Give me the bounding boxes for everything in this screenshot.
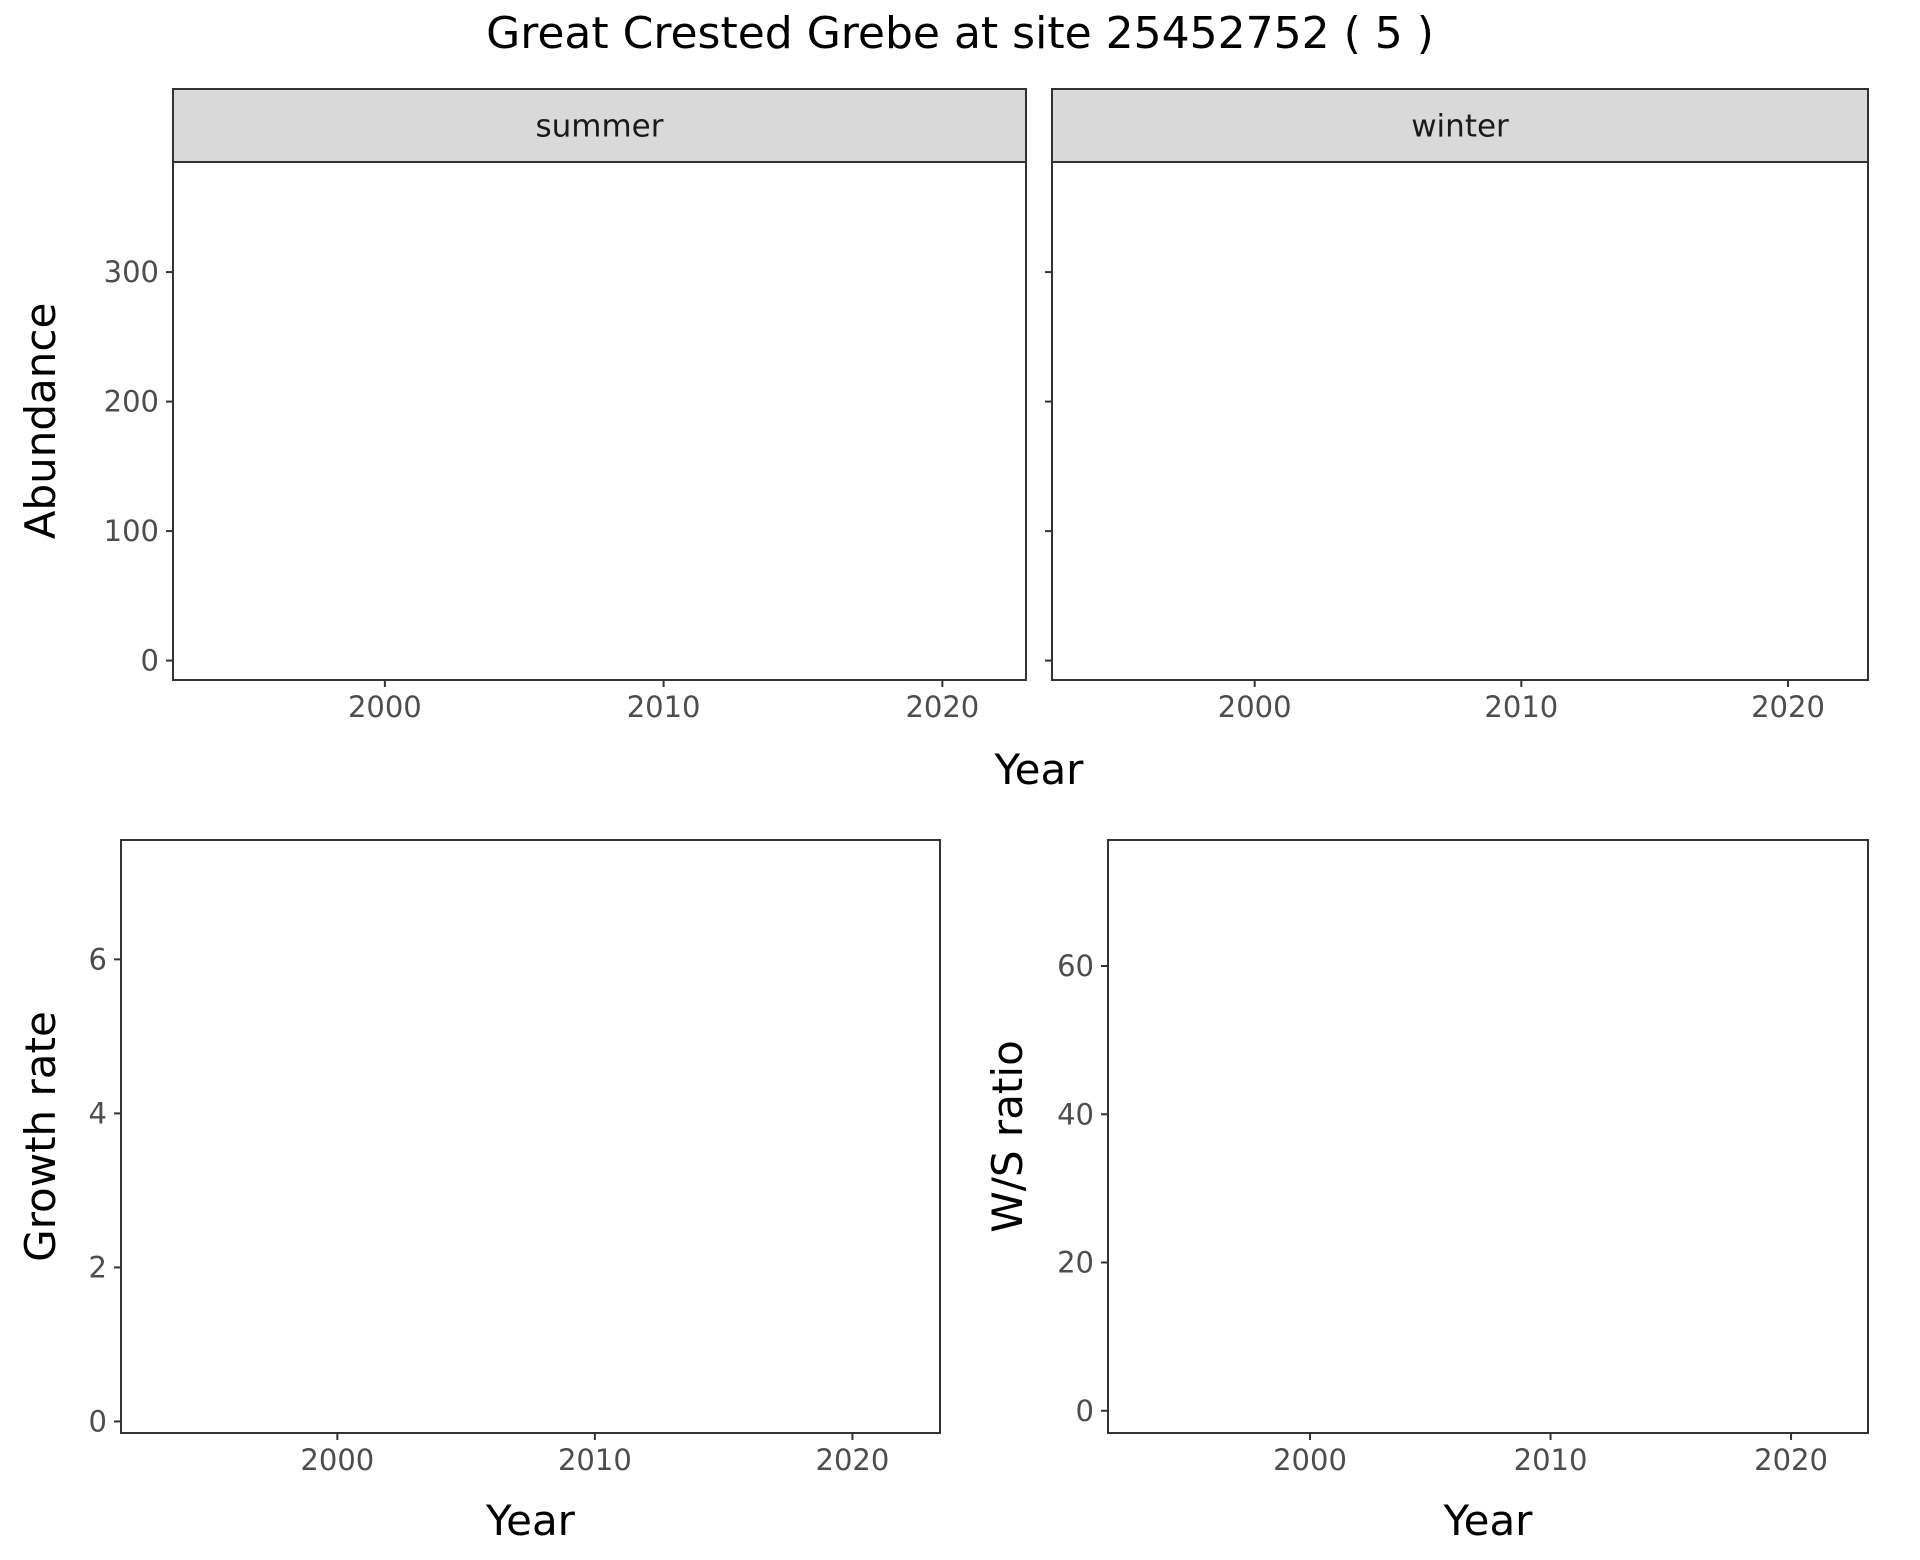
panel-growth: 2000 2010 2020 0 2 4 6 Growth rate Year	[16, 839, 941, 1545]
x-tick-label: 2020	[816, 1443, 890, 1477]
y-tick-label: 4	[89, 1096, 107, 1130]
x-tick-label: 2000	[1273, 1443, 1347, 1477]
y-axis-title: Growth rate	[16, 1011, 65, 1262]
y-tick-label: 20	[1057, 1246, 1094, 1280]
facet-strip-label: winter	[1411, 109, 1509, 145]
y-tick-label: 6	[89, 942, 107, 976]
y-tick-label: 40	[1057, 1097, 1094, 1131]
y-axis-title: W/S ratio	[983, 1040, 1032, 1233]
panel-summer: summer 2000 2010 2020 0 100 200 300 Abundance Yea…	[16, 88, 1085, 794]
panel-border	[172, 161, 1027, 681]
x-tick-label: 2010	[558, 1443, 632, 1477]
x-axis-title: Year	[994, 745, 1085, 794]
x-tick-label: 2000	[348, 690, 422, 724]
y-tick-label: 200	[104, 385, 159, 419]
x-axis-title: Year	[1443, 1496, 1534, 1545]
panel-ratio: 2000 2010 2020 0 20 40 60 W/S ratio Year	[983, 839, 1869, 1545]
x-tick-label: 2010	[627, 690, 701, 724]
x-tick-label: 2020	[905, 690, 979, 724]
x-tick-label: 2010	[1514, 1443, 1588, 1477]
facet-strip-label: summer	[535, 109, 663, 145]
figure-title: Great Crested Grebe at site 25452752 ( 5…	[486, 8, 1434, 59]
x-tick-label: 2000	[300, 1443, 374, 1477]
y-axis-title: Abundance	[16, 303, 65, 540]
x-axis-title: Year	[485, 1496, 576, 1545]
y-tick-label: 300	[104, 255, 159, 289]
panel-border	[120, 839, 941, 1434]
facet-strip	[172, 88, 1027, 163]
facet-strip	[1051, 88, 1869, 163]
x-tick-label: 2020	[1754, 1443, 1828, 1477]
y-tick-label: 2	[89, 1250, 107, 1284]
y-tick-label: 100	[104, 514, 159, 548]
x-tick-label: 2010	[1484, 690, 1558, 724]
y-tick-label: 0	[89, 1404, 107, 1438]
y-tick-label: 60	[1057, 949, 1094, 983]
panel-border	[1107, 839, 1869, 1434]
y-tick-label: 0	[1076, 1394, 1094, 1428]
x-tick-label: 2000	[1218, 690, 1292, 724]
y-tick-label: 0	[141, 644, 159, 678]
panel-winter: winter 2000 2010 2020	[1045, 88, 1869, 724]
panel-border	[1051, 161, 1869, 681]
x-tick-label: 2020	[1751, 690, 1825, 724]
